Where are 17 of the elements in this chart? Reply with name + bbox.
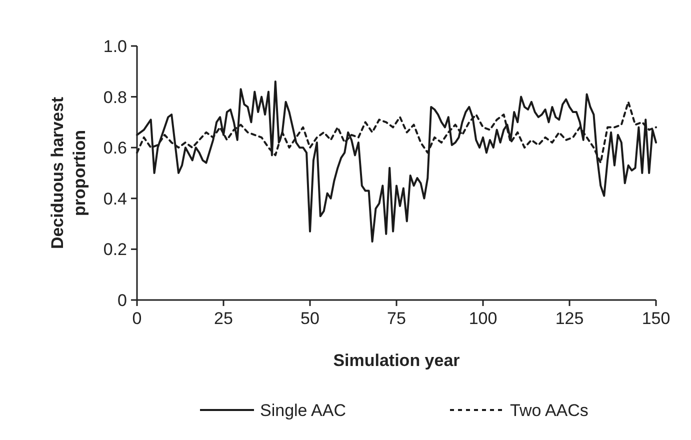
x-axis-title: Simulation year bbox=[333, 351, 460, 370]
x-tick-label: 125 bbox=[555, 309, 584, 328]
y-tick-label: 0.6 bbox=[103, 138, 127, 158]
x-tick-label: 150 bbox=[642, 309, 670, 328]
x-tick-label: 75 bbox=[387, 309, 406, 328]
y-tick-label: 0.8 bbox=[103, 88, 127, 107]
y-axis-title: Deciduous harvest proportion bbox=[48, 96, 89, 250]
x-tick-label: 100 bbox=[468, 309, 498, 328]
legend-label: Single AAC bbox=[260, 400, 346, 420]
x-tick-label: 50 bbox=[300, 309, 320, 328]
y-tick-label: 0 bbox=[118, 290, 127, 310]
x-tick-label: 25 bbox=[214, 309, 233, 328]
y-tick-label: 1.0 bbox=[103, 36, 127, 56]
y-tick-label: 0.4 bbox=[103, 189, 127, 208]
legend-label: Two AACs bbox=[510, 400, 588, 420]
y-tick-label: 0.2 bbox=[103, 240, 127, 260]
x-tick-label: 0 bbox=[132, 309, 142, 328]
